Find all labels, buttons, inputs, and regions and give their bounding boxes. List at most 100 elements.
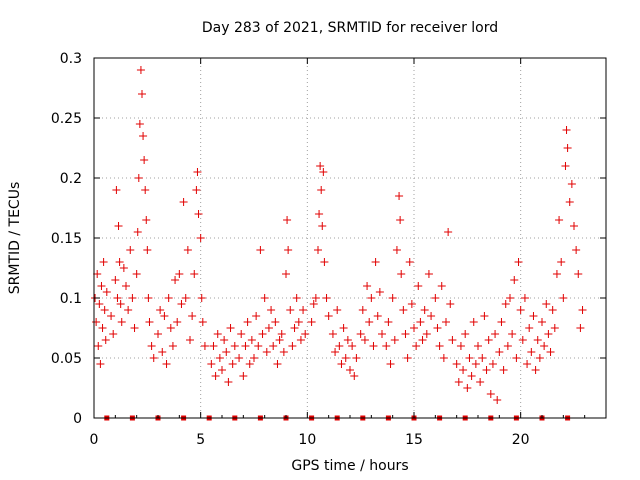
data-point — [119, 264, 128, 272]
data-point — [143, 246, 152, 254]
data-point — [480, 312, 489, 320]
data-point — [258, 330, 267, 338]
data-point — [378, 330, 386, 338]
data-point — [403, 354, 412, 362]
data-point — [133, 228, 142, 236]
data-point — [275, 336, 284, 344]
data-point — [401, 330, 410, 338]
data-point — [533, 336, 542, 344]
data-point — [346, 366, 354, 374]
data-point — [352, 354, 361, 362]
data-point — [497, 318, 506, 326]
data-point — [115, 258, 124, 266]
data-point — [525, 324, 534, 332]
data-point — [514, 258, 523, 266]
data-point — [567, 180, 576, 188]
data-point — [192, 186, 201, 194]
y-tick-label: 0.2 — [60, 171, 82, 187]
data-point — [395, 192, 404, 200]
data-point — [186, 336, 194, 344]
data-point — [109, 330, 118, 338]
data-point — [126, 246, 135, 254]
data-point — [337, 360, 346, 368]
data-point — [508, 330, 517, 338]
data-point — [92, 318, 101, 326]
data-point — [482, 366, 491, 374]
y-axis-label: SRMTID / TECUs — [7, 182, 23, 295]
data-point — [350, 372, 359, 380]
data-point — [142, 216, 151, 224]
data-point — [439, 354, 448, 362]
data-point — [418, 336, 427, 344]
data-point — [226, 324, 235, 332]
data-point — [572, 246, 581, 254]
data-point — [162, 360, 171, 368]
data-point — [224, 378, 233, 386]
data-point — [267, 306, 276, 314]
data-point — [459, 366, 468, 374]
data-point — [173, 318, 182, 326]
data-point — [360, 336, 369, 344]
data-point — [134, 174, 143, 182]
data-point — [307, 318, 316, 326]
data-point — [93, 270, 102, 278]
data-point — [410, 324, 418, 332]
axis-ticks: 0 0.05 0.1 0.15 0.2 0.25 0.3 0 5 10 15 20 — [51, 51, 606, 448]
y-tick-label: 0.3 — [60, 51, 82, 67]
data-point — [299, 306, 308, 314]
data-point — [433, 324, 442, 332]
data-point — [94, 342, 103, 350]
data-point — [269, 342, 278, 350]
data-point — [331, 348, 340, 356]
data-point — [147, 342, 156, 350]
data-point — [493, 396, 502, 404]
data-point — [442, 318, 450, 326]
data-point — [452, 360, 461, 368]
data-point — [384, 318, 393, 326]
data-point — [467, 372, 476, 380]
data-point — [371, 258, 380, 266]
data-point — [256, 246, 265, 254]
data-point — [177, 300, 186, 308]
data-point — [397, 270, 406, 278]
data-point — [309, 300, 318, 308]
data-point — [484, 336, 493, 344]
data-point — [135, 120, 144, 128]
data-point — [412, 342, 421, 350]
data-point — [200, 342, 209, 350]
data-point — [424, 270, 433, 278]
data-point — [399, 306, 408, 314]
data-point — [503, 342, 512, 350]
x-tick-label: 15 — [405, 432, 423, 448]
data-point — [396, 216, 405, 224]
data-point — [107, 312, 116, 320]
data-point — [317, 186, 326, 194]
data-point — [562, 126, 571, 134]
data-point — [369, 342, 378, 350]
data-point — [284, 246, 293, 254]
data-point — [190, 270, 199, 278]
data-point — [149, 354, 158, 362]
x-tick-label: 5 — [196, 432, 205, 448]
data-point — [386, 360, 395, 368]
data-point — [335, 342, 344, 350]
data-point — [420, 306, 429, 314]
x-tick-label: 10 — [298, 432, 316, 448]
data-point — [538, 318, 546, 326]
data-point — [324, 312, 333, 320]
data-point — [373, 312, 382, 320]
data-point — [414, 282, 423, 290]
data-point — [578, 306, 587, 314]
data-point — [491, 330, 500, 338]
y-tick-label: 0.05 — [51, 351, 82, 367]
data-point — [252, 312, 261, 320]
data-point — [139, 132, 148, 140]
data-point — [273, 360, 282, 368]
data-point — [315, 210, 324, 218]
data-point — [213, 330, 222, 338]
data-point — [239, 372, 248, 380]
data-point — [145, 318, 154, 326]
data-point — [333, 306, 342, 314]
data-point — [235, 354, 244, 362]
data-point — [171, 276, 180, 284]
